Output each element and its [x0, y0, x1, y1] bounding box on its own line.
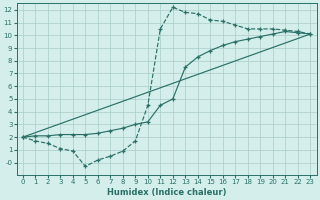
X-axis label: Humidex (Indice chaleur): Humidex (Indice chaleur): [107, 188, 226, 197]
